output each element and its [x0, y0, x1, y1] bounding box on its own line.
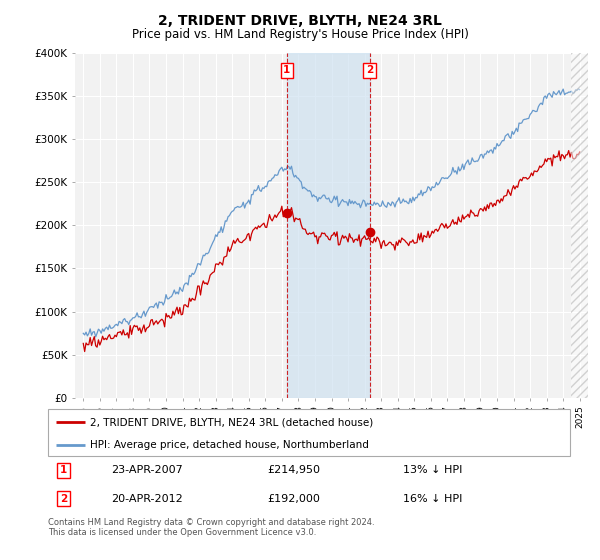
- Text: 16% ↓ HPI: 16% ↓ HPI: [403, 493, 463, 503]
- Text: 2, TRIDENT DRIVE, BLYTH, NE24 3RL: 2, TRIDENT DRIVE, BLYTH, NE24 3RL: [158, 14, 442, 28]
- Bar: [571, 53, 588, 398]
- Text: 20-APR-2012: 20-APR-2012: [110, 493, 182, 503]
- Text: Contains HM Land Registry data © Crown copyright and database right 2024.
This d: Contains HM Land Registry data © Crown c…: [48, 518, 374, 538]
- Text: 23-APR-2007: 23-APR-2007: [110, 465, 182, 475]
- Text: £192,000: £192,000: [267, 493, 320, 503]
- Text: 2, TRIDENT DRIVE, BLYTH, NE24 3RL (detached house): 2, TRIDENT DRIVE, BLYTH, NE24 3RL (detac…: [90, 417, 373, 427]
- Text: 1: 1: [60, 465, 67, 475]
- Text: 2: 2: [60, 493, 67, 503]
- FancyBboxPatch shape: [48, 409, 570, 456]
- Text: Price paid vs. HM Land Registry's House Price Index (HPI): Price paid vs. HM Land Registry's House …: [131, 28, 469, 41]
- Bar: [571, 53, 588, 398]
- Text: 2: 2: [366, 66, 373, 76]
- Text: HPI: Average price, detached house, Northumberland: HPI: Average price, detached house, Nort…: [90, 440, 368, 450]
- Text: 1: 1: [283, 66, 290, 76]
- Text: £214,950: £214,950: [267, 465, 320, 475]
- Text: 13% ↓ HPI: 13% ↓ HPI: [403, 465, 463, 475]
- Bar: [287, 53, 370, 398]
